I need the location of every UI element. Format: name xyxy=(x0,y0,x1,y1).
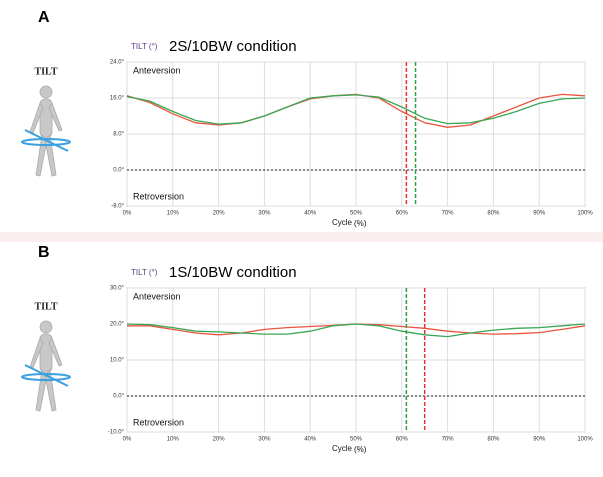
x-tick-label: 50% xyxy=(350,211,363,217)
x-tick-label: 50% xyxy=(350,437,363,443)
x-tick-label: 20% xyxy=(213,211,226,217)
panel: A TILT 0% 10% 20% 30% 40% 50% 60% 70% 80% 90% 100% -8… xyxy=(35,9,594,228)
x-tick-label: 0% xyxy=(123,437,132,443)
annotation: Retroversion xyxy=(133,417,184,427)
x-tick-label: 0% xyxy=(123,211,132,217)
panel-label: B xyxy=(38,244,50,261)
chart-title: 2S/10BW condition xyxy=(169,38,297,55)
y-tick-label: 10.0° xyxy=(110,358,125,364)
x-tick-label: 30% xyxy=(258,437,271,443)
annotation: Anteversion xyxy=(133,291,181,301)
x-tick-label: 40% xyxy=(304,211,317,217)
y-tick-label: 8.0° xyxy=(113,132,124,138)
y-tick-label: 0.0° xyxy=(113,168,124,174)
chart-title: 1S/10BW condition xyxy=(169,264,297,281)
x-tick-label: 90% xyxy=(533,211,546,217)
x-tick-label: 10% xyxy=(167,437,180,443)
x-tick-label: 20% xyxy=(213,437,226,443)
x-axis-label: Cycle xyxy=(332,218,353,227)
annotation: Anteversion xyxy=(133,65,181,75)
x-tick-label: 60% xyxy=(396,211,409,217)
title-prefix: TILT (°) xyxy=(131,268,158,277)
side-label: TILT xyxy=(35,66,58,77)
x-tick-label: 100% xyxy=(577,437,593,443)
title-prefix: TILT (°) xyxy=(131,42,158,51)
y-tick-label: -10.0° xyxy=(108,430,125,436)
panel-label: A xyxy=(38,9,50,26)
y-tick-label: 30.0° xyxy=(110,286,125,292)
walker-icon xyxy=(21,85,71,177)
data-line xyxy=(126,323,586,338)
annotation: Retroversion xyxy=(133,191,184,201)
x-tick-label: 40% xyxy=(304,437,317,443)
y-tick-label: -8.0° xyxy=(111,204,124,210)
y-tick-label: 20.0° xyxy=(110,322,125,328)
x-axis-unit: (%) xyxy=(354,219,367,228)
panel: B TILT 0% 10% 20% 30% 40% 50% 60% 70% 80% 90% 100% -1… xyxy=(35,244,594,454)
walker-icon xyxy=(21,320,71,412)
y-tick-label: 0.0° xyxy=(113,394,124,400)
y-tick-label: 24.0° xyxy=(110,60,125,66)
x-axis-label: Cycle xyxy=(332,444,353,453)
x-tick-label: 80% xyxy=(487,211,500,217)
x-tick-label: 90% xyxy=(533,437,546,443)
separator xyxy=(0,232,603,242)
y-tick-label: 16.0° xyxy=(110,96,125,102)
x-tick-label: 80% xyxy=(487,437,500,443)
x-tick-label: 30% xyxy=(258,211,271,217)
side-label: TILT xyxy=(35,301,58,312)
data-line xyxy=(126,94,586,125)
x-tick-label: 70% xyxy=(442,211,455,217)
x-tick-label: 10% xyxy=(167,211,180,217)
x-tick-label: 100% xyxy=(577,211,593,217)
x-tick-label: 60% xyxy=(396,437,409,443)
x-tick-label: 70% xyxy=(442,437,455,443)
x-axis-unit: (%) xyxy=(354,445,367,454)
